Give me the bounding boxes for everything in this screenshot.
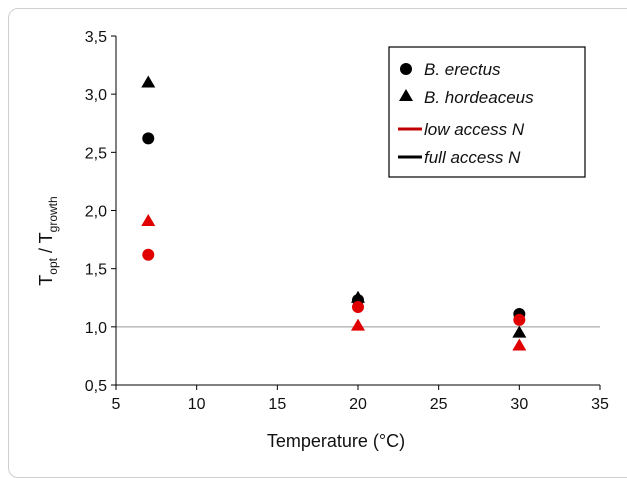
tick-labels: 5 10 15 20 25 30 35 0,5 1,0 1,5 2,0 2,5 3,0 3,5 [85, 29, 609, 413]
y-tick-label: 2,0 [85, 204, 107, 221]
data-point-triangle-full [141, 75, 156, 88]
x-tick-label: 10 [188, 396, 206, 413]
x-tick-label: 30 [510, 396, 528, 413]
y-axis-title-sub1: opt [46, 257, 60, 274]
x-tick-label: 20 [349, 396, 367, 413]
y-tick-label: 3,0 [85, 87, 107, 104]
data-point-circle-full [142, 132, 155, 145]
data-point-triangle-low [141, 213, 156, 226]
y-axis-title-sub2: growth [46, 196, 60, 232]
data-point-triangle-full [512, 325, 527, 338]
x-tick-label: 25 [430, 396, 448, 413]
x-axis-title: Temperature (°C) [267, 431, 405, 451]
data-point-circle-low [142, 248, 155, 261]
legend-box [388, 46, 586, 178]
legend-label-b-erectus: B. erectus [424, 60, 501, 79]
data-point-triangle-low [351, 318, 365, 331]
legend-symbol-circle [400, 63, 412, 75]
y-tick-label: 3,5 [85, 29, 107, 46]
legend-label-b-hordeaceus: B. hordeaceus [424, 88, 534, 107]
scatter-chart: 5 10 15 20 25 30 35 0,5 1,0 1,5 2,0 2,5 3,0 3,5 Tempe… [36, 29, 609, 451]
x-tick-label: 5 [112, 396, 121, 413]
y-axis-title: Topt / Tgrowth [36, 196, 60, 285]
legend: B. erectus B. hordeaceus low access N fu… [388, 46, 586, 178]
legend-label-low-access: low access N [424, 120, 525, 139]
data-points [141, 75, 527, 351]
data-point-triangle-low [512, 338, 527, 351]
legend-symbol-triangle [399, 89, 413, 101]
data-point-triangle-full [351, 290, 365, 303]
legend-label-full-access: full access N [424, 148, 521, 167]
axes [111, 35, 601, 390]
data-point-circle-low [352, 301, 364, 314]
x-tick-label: 15 [268, 396, 286, 413]
y-tick-label: 0,5 [85, 378, 107, 395]
x-tick-label: 35 [591, 396, 609, 413]
y-axis-title-main: T [36, 275, 56, 286]
y-tick-label: 2,5 [85, 145, 107, 162]
y-tick-label: 1,0 [85, 320, 107, 337]
y-tick-label: 1,5 [85, 262, 107, 279]
y-axis-title-sep: / T [36, 232, 56, 258]
data-point-circle-low [513, 313, 526, 326]
